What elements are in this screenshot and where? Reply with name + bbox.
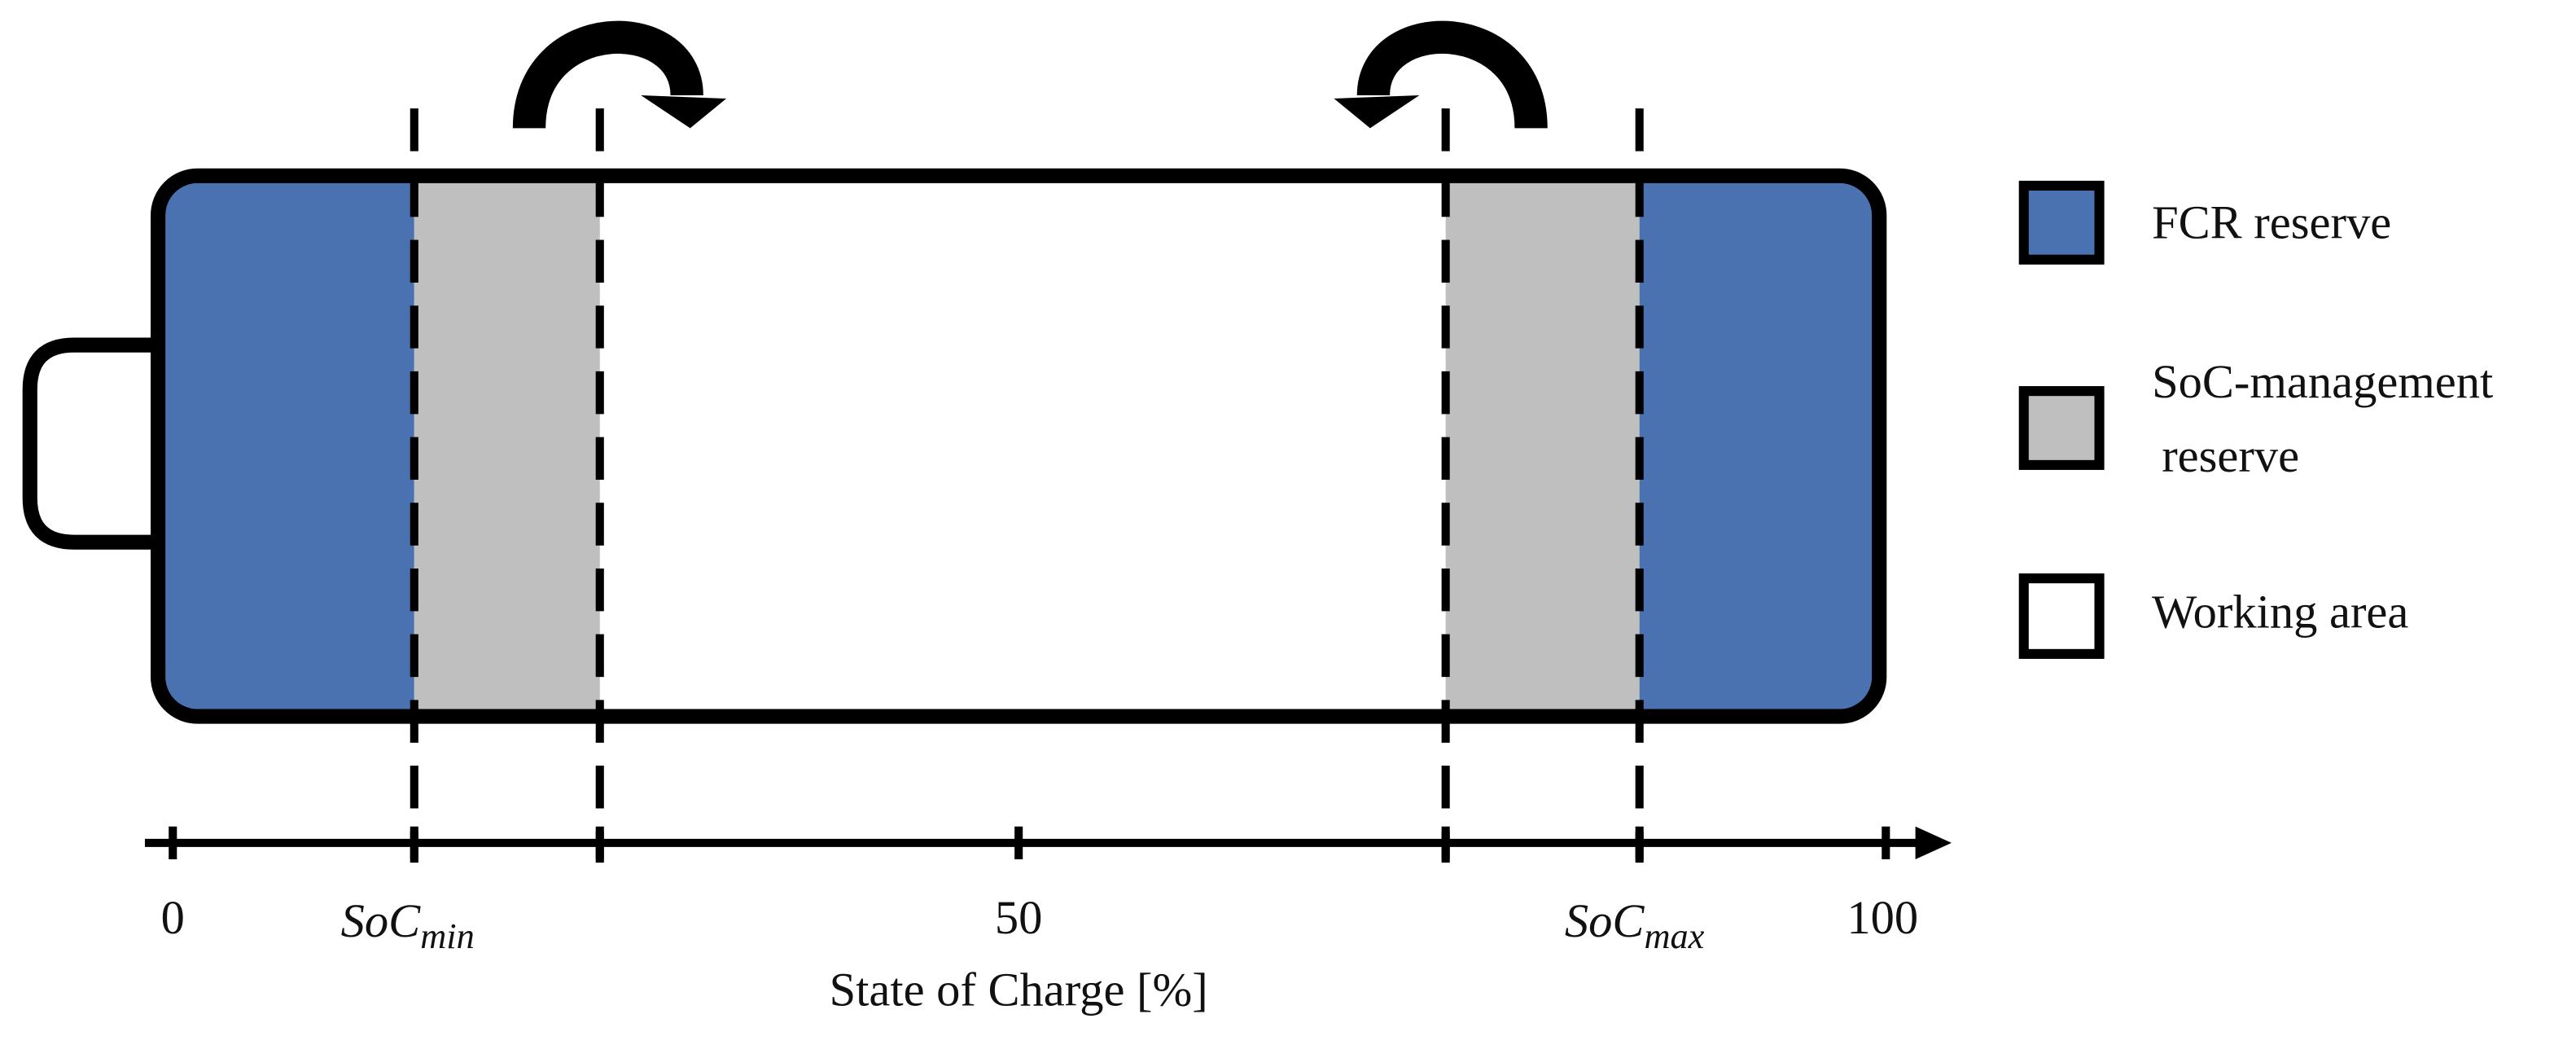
legend-label: SoC-management [2152, 355, 2493, 408]
legend-label: reserve [2162, 429, 2299, 482]
label-sub: min [420, 915, 475, 956]
zones [158, 175, 1880, 717]
soc-zone-right [1445, 175, 1640, 717]
axis [144, 826, 1919, 860]
legend-label: Working area [2152, 586, 2408, 639]
curved-arrow-left [512, 20, 727, 130]
axis-arrowhead [1915, 826, 1952, 860]
axis-labels: 0 SoCmin 50 SoCmax 100 State of Charge [… [161, 891, 1919, 1016]
axis-label: 50 [995, 891, 1043, 944]
label-base: SoC [1565, 894, 1645, 947]
legend-swatch [2018, 573, 2105, 659]
axis-label: SoCmax [1565, 894, 1705, 956]
axis-label: SoCmin [341, 894, 475, 956]
axis-title: State of Charge [%] [830, 964, 1208, 1016]
fcr-zone-left [158, 175, 414, 717]
battery-body [151, 168, 1887, 724]
legend-swatch [2018, 386, 2105, 470]
fcr-zone-right [1639, 175, 1880, 717]
soc-zone-left [414, 175, 600, 717]
axis-label: 100 [1847, 891, 1918, 944]
axis-label: 0 [161, 891, 185, 944]
label-base: SoC [341, 894, 422, 947]
curved-arrow-right [1334, 20, 1548, 130]
legend-label: FCR reserve [2152, 196, 2391, 249]
label-sub: max [1644, 915, 1704, 956]
legend: FCR reserve SoC-management reserve Worki… [2018, 180, 2493, 659]
legend-swatch [2018, 180, 2105, 265]
battery-terminal [22, 337, 152, 550]
dashed-lines [410, 108, 1644, 863]
